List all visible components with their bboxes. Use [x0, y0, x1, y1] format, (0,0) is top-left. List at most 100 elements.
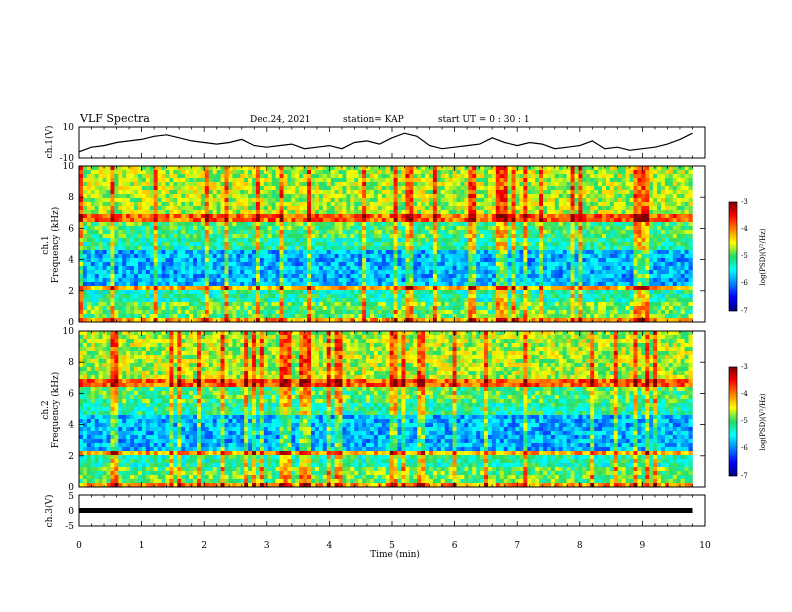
spectrogram-cell	[515, 242, 520, 247]
spectrogram-cell	[456, 238, 461, 243]
spectrogram-cell	[200, 246, 206, 251]
spectrogram-cell	[480, 286, 485, 291]
spectrogram-cell	[342, 174, 347, 179]
spectrogram-cell	[535, 246, 540, 251]
spectrogram-cell	[193, 234, 198, 239]
spectrogram-cell	[275, 266, 280, 271]
spectrogram-cell	[558, 206, 563, 211]
spectrogram-cell	[114, 270, 119, 275]
spectrogram-cell	[452, 270, 457, 275]
spectrogram-cell	[389, 274, 394, 279]
spectrogram-cell	[311, 178, 316, 183]
spectrogram-cell	[460, 282, 465, 287]
spectrogram-cell	[82, 290, 88, 295]
spectrogram-cell	[134, 242, 139, 247]
spectrogram-cell	[531, 262, 536, 267]
spectrogram-cell	[86, 274, 92, 279]
spectrogram-cell	[413, 282, 418, 287]
spectrogram-cell	[338, 270, 343, 275]
spectrogram-cell	[216, 290, 221, 295]
spectrogram-cell	[82, 258, 88, 263]
spectrogram-cell	[228, 194, 233, 199]
spectrogram-cell	[373, 298, 379, 303]
spectrogram-cell	[468, 258, 473, 263]
spectrogram-cell	[193, 254, 198, 259]
spectrogram-cell	[228, 246, 233, 251]
spectrogram-cell	[366, 210, 371, 215]
spectrogram-cell	[346, 178, 351, 183]
spectrogram-cell	[370, 286, 375, 291]
spectrogram-cell	[523, 306, 528, 311]
spectrogram-cell	[562, 286, 567, 291]
spectrogram-cell	[189, 198, 194, 203]
spectrogram-cell	[287, 170, 292, 175]
spectrogram-cell	[126, 194, 131, 199]
spectrogram-cell	[212, 218, 217, 223]
spectrogram-cell	[472, 194, 477, 199]
spectrogram-cell	[193, 306, 198, 311]
spectrogram-cell	[122, 194, 127, 199]
spectrogram-cell	[220, 214, 225, 219]
spectrogram-cell	[212, 302, 217, 307]
spectrogram-cell	[436, 262, 442, 267]
spectrogram-cell	[472, 258, 477, 263]
spectrogram-cell	[515, 254, 520, 259]
spectrogram-cell	[397, 214, 402, 219]
spectrogram-cell	[346, 218, 351, 223]
spectrogram-cell	[429, 174, 434, 179]
spectrogram-cell	[200, 290, 206, 295]
spectrogram-cell	[90, 298, 96, 303]
spectrogram-cell	[448, 210, 453, 215]
spectrogram-cell	[165, 274, 170, 279]
spectrogram-cell	[495, 310, 501, 315]
spectrogram-cell	[173, 266, 178, 271]
spectrogram-cell	[543, 190, 548, 195]
spectrogram-cell	[173, 170, 178, 175]
spectrogram-cell	[338, 310, 343, 315]
spectrogram-cell	[539, 302, 544, 307]
spectrogram-cell	[499, 246, 505, 251]
spectrogram-cell	[558, 226, 563, 231]
spectrogram-cell	[362, 258, 367, 263]
spectrogram-cell	[291, 278, 296, 283]
spectrogram-cell	[523, 242, 528, 247]
spectrogram-cell	[554, 270, 560, 275]
spectrogram-cell	[303, 226, 308, 231]
spectrogram-cell	[448, 226, 453, 231]
spectrogram-cell	[480, 174, 485, 179]
spectrogram-cell	[145, 202, 151, 207]
spectrogram-cell	[102, 170, 107, 175]
spectrogram-cell	[181, 170, 186, 175]
spectrogram-cell	[436, 242, 442, 247]
spectrogram-cell	[126, 234, 131, 239]
spectrogram-cell	[519, 290, 524, 295]
spectrogram-cell	[499, 262, 505, 267]
spectrogram-cell	[314, 174, 320, 179]
spectrogram-cell	[90, 242, 96, 247]
spectrogram-cell	[515, 186, 520, 191]
spectrogram-cell	[409, 206, 414, 211]
spectrogram-cell	[401, 202, 406, 207]
spectrogram-cell	[165, 222, 170, 227]
spectrogram-cell	[326, 178, 331, 183]
spectrogram-cell	[413, 262, 418, 267]
spectrogram-cell	[503, 222, 508, 227]
spectrogram-cell	[409, 170, 414, 175]
spectrogram-cell	[259, 194, 265, 199]
spectrogram-cell	[342, 198, 347, 203]
spectrogram-cell	[519, 314, 524, 319]
spectrogram-cell	[468, 298, 473, 303]
spectrogram-cell	[362, 294, 367, 299]
spectrogram-cell	[554, 258, 560, 263]
spectrogram-cell	[385, 286, 390, 291]
spectrogram-cell	[421, 286, 426, 291]
spectrogram-cell	[432, 242, 438, 247]
spectrogram-cell	[106, 306, 111, 311]
spectrogram-cell	[118, 282, 123, 287]
spectrogram-cell	[98, 282, 103, 287]
spectrogram-cell	[224, 190, 229, 195]
spectrogram-cell	[554, 230, 560, 235]
spectrogram-cell	[491, 246, 497, 251]
spectrogram-cell	[503, 254, 508, 259]
spectrogram-cell	[362, 282, 367, 287]
